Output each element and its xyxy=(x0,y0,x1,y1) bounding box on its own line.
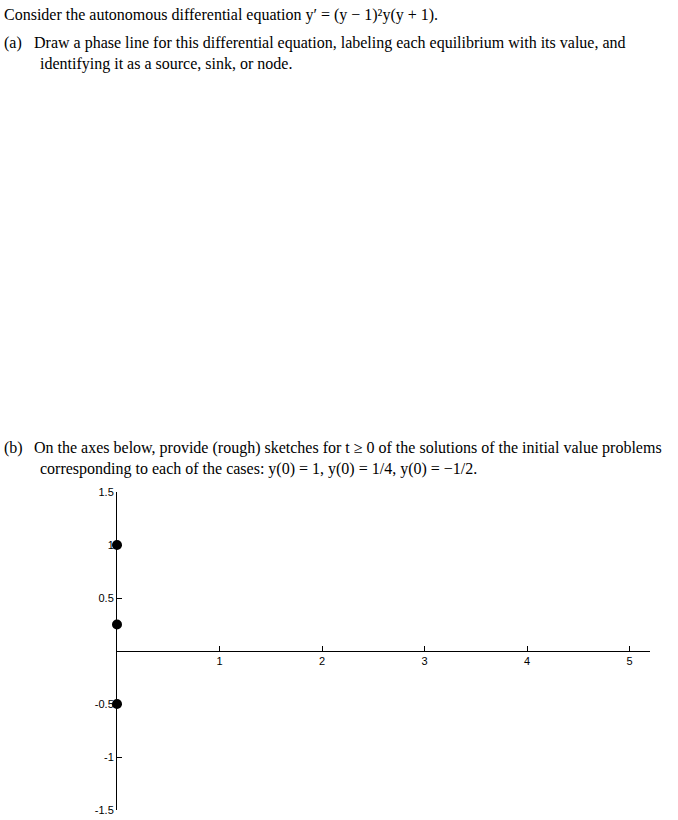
svg-text:5: 5 xyxy=(626,655,632,667)
svg-text:0.5: 0.5 xyxy=(99,592,114,604)
html-text:Draw a phase line for this dif: Draw a phase line for this differential … xyxy=(34,34,626,72)
html-text:Consider the autonomous differ: Consider the autonomous differential equ… xyxy=(4,6,439,23)
svg-text:1: 1 xyxy=(108,539,114,551)
svg-text:1.5: 1.5 xyxy=(99,486,114,498)
svg-text:-0.5: -0.5 xyxy=(95,698,114,710)
svg-text:1: 1 xyxy=(216,655,222,667)
svg-text:2: 2 xyxy=(319,655,325,667)
html-text:(b): (b) xyxy=(4,439,23,456)
svg-text:-1.5: -1.5 xyxy=(95,804,114,816)
html-text:On the axes below, provide (ro: On the axes below, provide (rough) sketc… xyxy=(34,439,662,477)
svg-text:-1: -1 xyxy=(104,751,114,763)
html-text:(a): (a) xyxy=(4,34,22,51)
svg-text:4: 4 xyxy=(524,655,530,667)
svg-text:3: 3 xyxy=(421,655,427,667)
